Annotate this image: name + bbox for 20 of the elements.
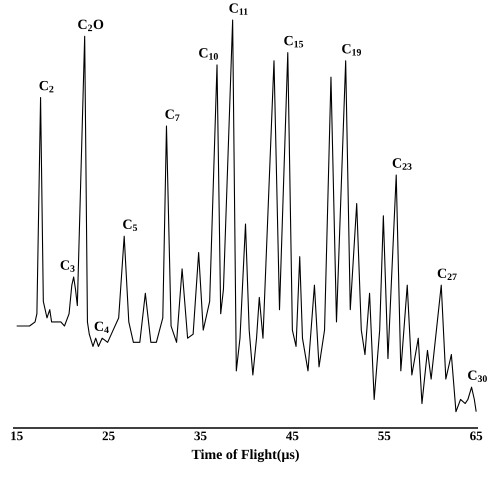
annotation: C$_{23}$ — [392, 158, 412, 170]
x-tick-label: 15 — [11, 432, 23, 440]
annotation: C$_{10}$ — [199, 48, 218, 60]
annotation: C$_{3}$ — [60, 260, 75, 272]
x-tick-label: 45 — [286, 432, 298, 440]
annotation: C$_{2}$O — [78, 20, 104, 32]
annotation: C$_{11}$ — [229, 3, 248, 15]
annotation: C$_{15}$ — [284, 36, 304, 48]
annotation: C$_{27}$ — [438, 268, 457, 280]
annotation: C$_{4}$ — [94, 322, 109, 334]
x-tick-label: 25 — [102, 432, 115, 440]
x-tick-label: 65 — [470, 432, 482, 440]
annotation: C$_{2}$ — [40, 80, 54, 92]
annotation: C$_{7}$ — [165, 109, 180, 121]
x-axis-title: Time of Flight(μs) — [192, 449, 299, 462]
x-tick-label: 35 — [194, 432, 206, 440]
annotation: C$_{19}$ — [342, 44, 362, 56]
x-tick-label: 55 — [378, 432, 390, 440]
annotation: C$_{30}$ — [468, 370, 487, 382]
annotation: C$_{5}$ — [123, 220, 138, 232]
